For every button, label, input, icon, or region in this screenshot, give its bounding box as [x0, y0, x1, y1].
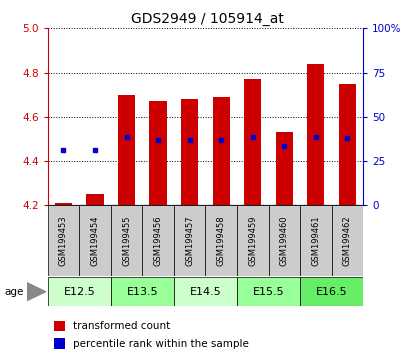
Text: GSM199460: GSM199460: [280, 215, 289, 266]
Text: GSM199453: GSM199453: [59, 215, 68, 266]
Bar: [339, 84, 356, 205]
FancyBboxPatch shape: [269, 205, 300, 276]
Bar: [86, 194, 104, 205]
FancyBboxPatch shape: [300, 205, 332, 276]
Bar: [54, 338, 66, 349]
FancyBboxPatch shape: [111, 277, 174, 306]
Text: E14.5: E14.5: [190, 287, 221, 297]
Text: GDS2949 / 105914_at: GDS2949 / 105914_at: [131, 12, 284, 27]
Polygon shape: [27, 283, 46, 301]
Text: GSM199454: GSM199454: [90, 216, 100, 266]
FancyBboxPatch shape: [48, 277, 111, 306]
FancyBboxPatch shape: [237, 205, 269, 276]
Text: GSM199456: GSM199456: [154, 215, 163, 266]
Bar: [307, 64, 325, 205]
Text: percentile rank within the sample: percentile rank within the sample: [73, 339, 249, 349]
Bar: [276, 132, 293, 205]
Text: GSM199455: GSM199455: [122, 216, 131, 266]
Text: age: age: [4, 287, 24, 297]
Text: E16.5: E16.5: [316, 287, 347, 297]
Text: GSM199459: GSM199459: [248, 216, 257, 266]
Bar: [118, 95, 135, 205]
Bar: [181, 99, 198, 205]
Bar: [55, 203, 72, 205]
FancyBboxPatch shape: [48, 205, 79, 276]
Bar: [212, 97, 230, 205]
Text: GSM199457: GSM199457: [185, 215, 194, 266]
FancyBboxPatch shape: [332, 205, 363, 276]
Text: E12.5: E12.5: [63, 287, 95, 297]
Text: E15.5: E15.5: [253, 287, 284, 297]
Text: transformed count: transformed count: [73, 321, 170, 331]
FancyBboxPatch shape: [111, 205, 142, 276]
Text: GSM199462: GSM199462: [343, 215, 352, 266]
Bar: [244, 79, 261, 205]
FancyBboxPatch shape: [174, 205, 205, 276]
Text: GSM199458: GSM199458: [217, 215, 226, 266]
FancyBboxPatch shape: [237, 277, 300, 306]
Text: GSM199461: GSM199461: [311, 215, 320, 266]
Bar: [54, 320, 66, 331]
FancyBboxPatch shape: [142, 205, 174, 276]
FancyBboxPatch shape: [79, 205, 111, 276]
FancyBboxPatch shape: [300, 277, 363, 306]
FancyBboxPatch shape: [174, 277, 237, 306]
Text: E13.5: E13.5: [127, 287, 158, 297]
Bar: [149, 101, 167, 205]
FancyBboxPatch shape: [205, 205, 237, 276]
